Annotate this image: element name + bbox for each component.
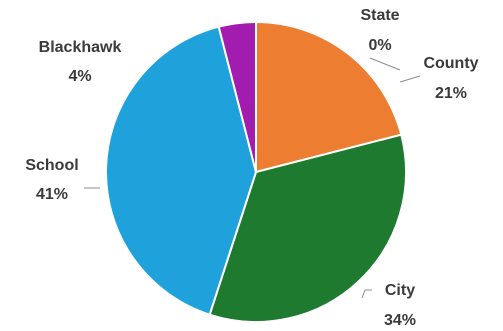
pie-slice-blackhawk bbox=[217, 20, 257, 173]
pie-slice-county bbox=[255, 20, 403, 174]
label-city: City 34% bbox=[384, 282, 416, 329]
slice-name-blackhawk: Blackhawk bbox=[39, 39, 122, 56]
slice-value-blackhawk: 4% bbox=[68, 68, 91, 85]
slice-value-county: 21% bbox=[435, 85, 467, 102]
label-blackhawk: Blackhawk 4% bbox=[39, 39, 122, 85]
leader-line-state bbox=[369, 57, 401, 71]
pie-slices bbox=[105, 20, 407, 323]
slice-name-school: School bbox=[25, 157, 78, 174]
slice-value-city: 34% bbox=[384, 312, 416, 329]
slice-name-state: State bbox=[360, 7, 399, 24]
label-state: State 0% bbox=[360, 7, 399, 54]
slice-value-state: 0% bbox=[368, 37, 391, 54]
leader-lines bbox=[84, 57, 421, 299]
leader-line-city bbox=[361, 289, 372, 299]
label-county: County 21% bbox=[423, 55, 478, 102]
leader-line-county bbox=[399, 75, 421, 83]
slice-value-school: 41% bbox=[36, 186, 68, 203]
slice-name-county: County bbox=[423, 55, 478, 72]
pie-slice-city bbox=[208, 133, 407, 323]
slice-name-city: City bbox=[385, 282, 415, 299]
label-school: School 41% bbox=[25, 157, 78, 203]
pie-slice-school bbox=[105, 25, 258, 316]
